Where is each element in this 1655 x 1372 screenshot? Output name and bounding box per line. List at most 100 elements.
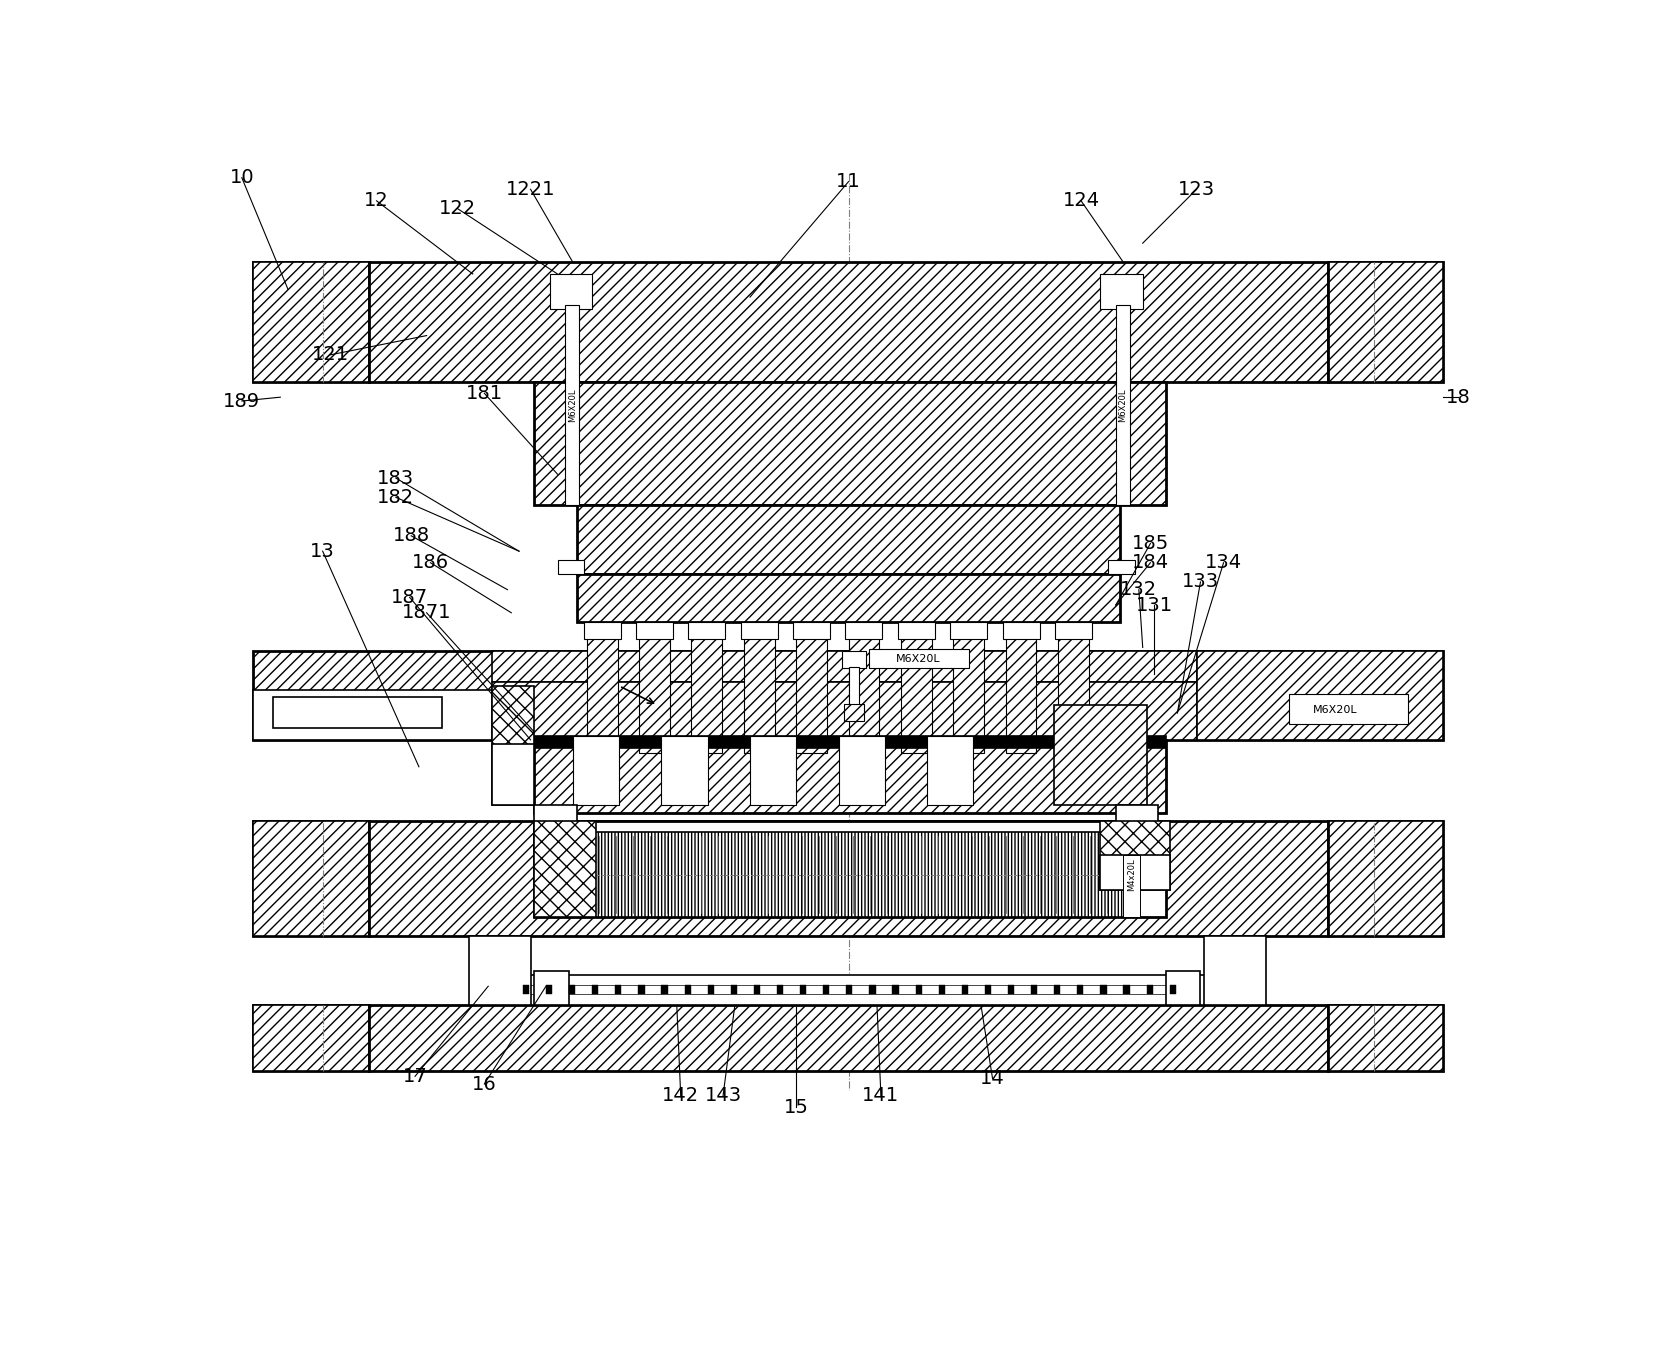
Bar <box>776 985 783 993</box>
Bar <box>576 575 1120 622</box>
Text: 189: 189 <box>223 391 260 410</box>
Bar <box>985 985 991 993</box>
Bar <box>1054 985 1061 993</box>
Bar <box>535 735 1165 748</box>
Text: 16: 16 <box>472 1074 496 1093</box>
Bar <box>253 652 1443 740</box>
Bar <box>1115 305 1130 505</box>
Bar <box>823 985 829 993</box>
Text: 141: 141 <box>862 1087 899 1104</box>
Bar <box>535 740 1165 814</box>
Bar <box>535 381 1165 505</box>
Bar <box>844 704 864 720</box>
Bar <box>1327 262 1443 381</box>
Text: 17: 17 <box>402 1067 427 1085</box>
Text: 1221: 1221 <box>506 180 556 199</box>
Bar <box>950 622 986 639</box>
Bar <box>1109 560 1135 575</box>
Text: 10: 10 <box>230 169 255 187</box>
Bar <box>253 262 369 381</box>
Text: 122: 122 <box>439 199 477 218</box>
Bar <box>535 820 596 916</box>
Bar <box>1147 985 1154 993</box>
Bar <box>253 820 369 936</box>
Bar <box>584 622 621 639</box>
Bar <box>953 622 985 753</box>
Bar <box>662 735 708 805</box>
Bar <box>1327 820 1443 936</box>
Text: 186: 186 <box>412 553 449 572</box>
Bar <box>523 985 530 993</box>
Bar <box>616 985 621 993</box>
Text: 183: 183 <box>377 468 414 487</box>
Bar <box>938 985 945 993</box>
Bar <box>1205 936 1266 1006</box>
Bar <box>636 622 674 639</box>
Bar <box>1101 985 1107 993</box>
Bar <box>849 667 859 705</box>
Bar <box>755 985 760 993</box>
Bar <box>253 262 1443 381</box>
Bar <box>573 735 619 805</box>
Bar <box>1197 652 1443 740</box>
Text: 132: 132 <box>1120 580 1157 600</box>
Bar <box>639 985 644 993</box>
Text: M6X20L: M6X20L <box>568 388 576 421</box>
Bar <box>869 649 970 668</box>
Bar <box>743 622 775 753</box>
Bar <box>1124 855 1140 916</box>
Bar <box>1031 985 1038 993</box>
Bar <box>899 622 935 639</box>
Bar <box>842 652 866 668</box>
Bar <box>549 274 592 309</box>
Bar <box>535 820 1165 916</box>
Bar <box>750 735 796 805</box>
Text: M4x20L: M4x20L <box>1127 859 1137 890</box>
Text: 142: 142 <box>662 1087 700 1104</box>
Text: 185: 185 <box>1132 534 1168 553</box>
Text: 134: 134 <box>1205 553 1243 572</box>
Bar <box>546 985 553 993</box>
Text: 13: 13 <box>309 542 334 561</box>
Bar <box>1327 1006 1443 1072</box>
Bar <box>1054 705 1147 805</box>
Bar <box>535 971 569 1006</box>
Bar <box>488 974 1211 1006</box>
Text: 131: 131 <box>1135 595 1173 615</box>
Bar <box>1124 985 1130 993</box>
Text: 15: 15 <box>784 1098 809 1117</box>
Bar <box>253 1006 1443 1072</box>
Bar <box>846 985 852 993</box>
Bar <box>1054 622 1092 639</box>
Text: M6X20L: M6X20L <box>1119 388 1127 421</box>
Bar <box>1101 820 1170 890</box>
Bar <box>1289 694 1408 724</box>
Bar <box>561 833 1139 916</box>
Text: 18: 18 <box>1446 388 1471 406</box>
Bar <box>1058 622 1089 753</box>
Bar <box>1115 805 1158 852</box>
Bar <box>900 622 932 753</box>
Bar <box>511 985 1188 993</box>
Bar <box>253 1006 369 1072</box>
Bar <box>846 622 882 639</box>
Bar <box>1101 855 1170 890</box>
Text: M6X20L: M6X20L <box>895 654 940 664</box>
Text: 121: 121 <box>311 346 349 365</box>
Bar <box>492 686 535 805</box>
Bar <box>492 682 1197 740</box>
Bar <box>566 305 579 505</box>
Bar <box>796 622 828 753</box>
Bar <box>1170 985 1175 993</box>
Text: 182: 182 <box>377 488 414 506</box>
Text: 123: 123 <box>1178 180 1215 199</box>
Bar <box>962 985 968 993</box>
Bar <box>1101 274 1142 309</box>
Bar <box>592 985 599 993</box>
Text: 1871: 1871 <box>402 604 452 623</box>
Bar <box>892 985 899 993</box>
Bar <box>915 985 922 993</box>
Text: 187: 187 <box>391 587 429 606</box>
Bar <box>927 735 973 805</box>
Bar <box>1077 985 1084 993</box>
